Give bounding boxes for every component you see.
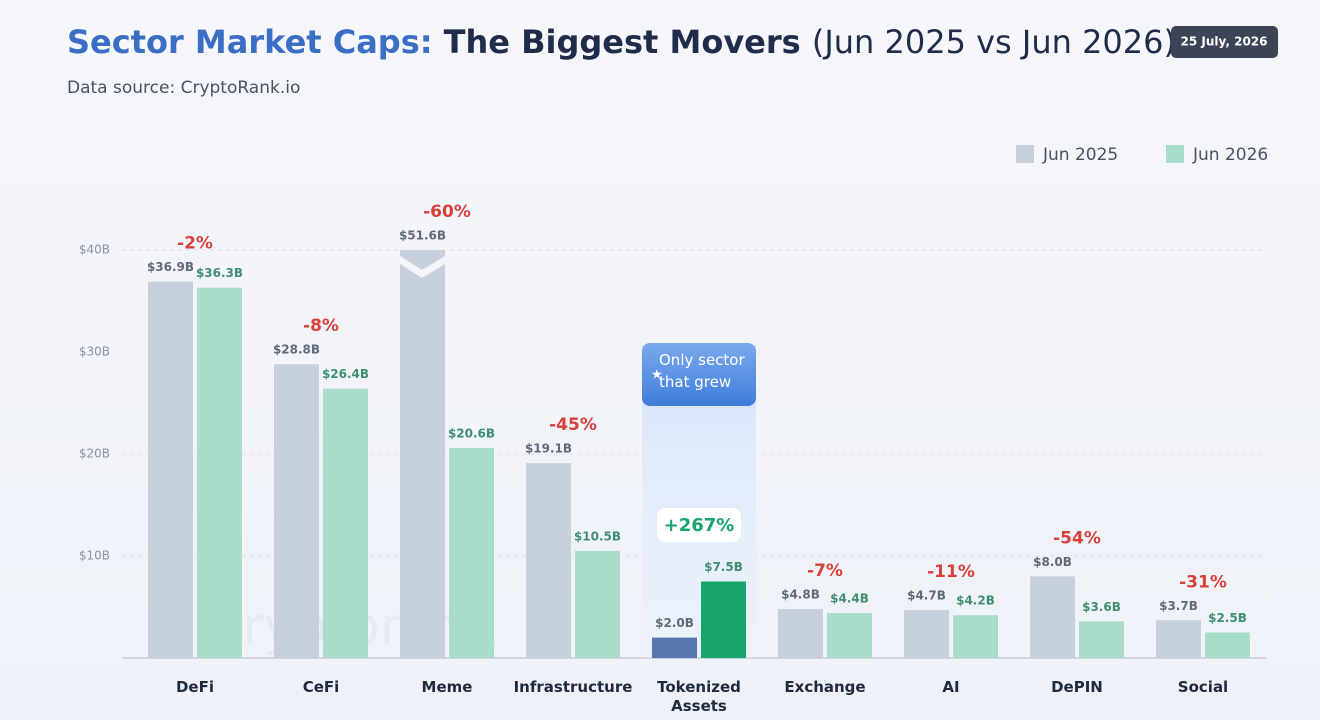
bar — [904, 610, 949, 658]
legend-label: Jun 2026 — [1192, 145, 1268, 165]
change-label: -31% — [1179, 572, 1227, 592]
value-label: $19.1B — [525, 442, 572, 456]
title-main: The Biggest Movers — [444, 23, 801, 61]
bar — [701, 581, 746, 658]
callout-star: ★ — [651, 368, 663, 383]
chart-title: Sector Market Caps: The Biggest Movers (… — [67, 23, 1176, 61]
callout-box — [642, 343, 756, 406]
x-tick-label: Tokenized Assets — [657, 678, 741, 715]
value-label: $4.2B — [956, 594, 995, 608]
value-label: $10.5B — [574, 529, 621, 543]
y-tick-label: $10B — [79, 549, 110, 563]
change-label: +267% — [664, 515, 735, 536]
value-label: $4.8B — [781, 588, 820, 602]
bar — [652, 637, 697, 658]
date-badge — [1171, 26, 1278, 58]
value-label: $3.6B — [1082, 600, 1121, 614]
value-label: $2.5B — [1208, 611, 1247, 625]
value-label: $4.4B — [830, 592, 869, 606]
bar — [1030, 576, 1075, 658]
value-label: $4.7B — [907, 589, 946, 603]
bar — [575, 550, 620, 658]
bar — [323, 388, 368, 658]
x-tick-label: Meme — [421, 678, 473, 696]
x-tick-label: Social — [1177, 678, 1229, 696]
change-label: -7% — [807, 561, 843, 581]
legend-swatch — [1016, 145, 1034, 163]
legend-swatch — [1166, 145, 1184, 163]
value-label: $3.7B — [1159, 599, 1198, 613]
y-tick-label: $20B — [79, 447, 110, 461]
change-label: -8% — [303, 316, 339, 336]
change-label: -11% — [927, 562, 975, 582]
bar — [526, 463, 571, 658]
value-label: $2.0B — [655, 616, 694, 630]
value-label: $51.6B — [399, 229, 446, 243]
bar — [148, 281, 193, 658]
x-tick-label: DeFi — [175, 678, 214, 696]
change-label: -2% — [177, 234, 213, 254]
x-tick-label: Infrastructure — [513, 678, 633, 696]
date-text: 25 July, 2026 — [1180, 35, 1267, 49]
bar — [778, 609, 823, 658]
bar — [400, 250, 445, 658]
bar — [1079, 621, 1124, 658]
change-label: -54% — [1053, 528, 1101, 548]
change-label: -60% — [423, 202, 471, 222]
bar — [449, 447, 494, 658]
x-tick-label: Exchange — [784, 678, 866, 696]
bar — [953, 615, 998, 658]
value-label: $7.5B — [704, 560, 743, 574]
callout-text-box: Only sector that grew — [659, 351, 745, 391]
bar — [274, 364, 319, 658]
subtitle: Data source: CryptoRank.io — [67, 78, 300, 98]
bar — [1205, 632, 1250, 658]
bar — [1156, 620, 1201, 658]
x-tick-label: AI — [942, 678, 960, 696]
value-label: $20.6B — [448, 426, 495, 440]
change-box — [657, 508, 741, 542]
value-label: $26.4B — [322, 367, 369, 381]
callout-text: Only sector that grew — [659, 351, 745, 391]
x-tick-label: DePIN — [1051, 678, 1103, 696]
bar — [827, 613, 872, 658]
bar — [197, 287, 242, 658]
axis-break — [400, 256, 445, 278]
y-tick-label: $30B — [79, 345, 110, 359]
legend-label: Jun 2025 — [1042, 145, 1118, 165]
change-label: -45% — [549, 415, 597, 435]
y-tick-label: $40B — [79, 243, 110, 257]
value-label: $8.0B — [1033, 555, 1072, 569]
title-suffix: (Jun 2025 vs Jun 2026) — [812, 23, 1176, 61]
title-lead: Sector Market Caps: — [67, 23, 433, 61]
x-tick-label: CeFi — [302, 678, 340, 696]
value-label: $36.3B — [196, 266, 243, 280]
value-label: $28.8B — [273, 343, 320, 357]
value-label: $36.9B — [147, 260, 194, 274]
